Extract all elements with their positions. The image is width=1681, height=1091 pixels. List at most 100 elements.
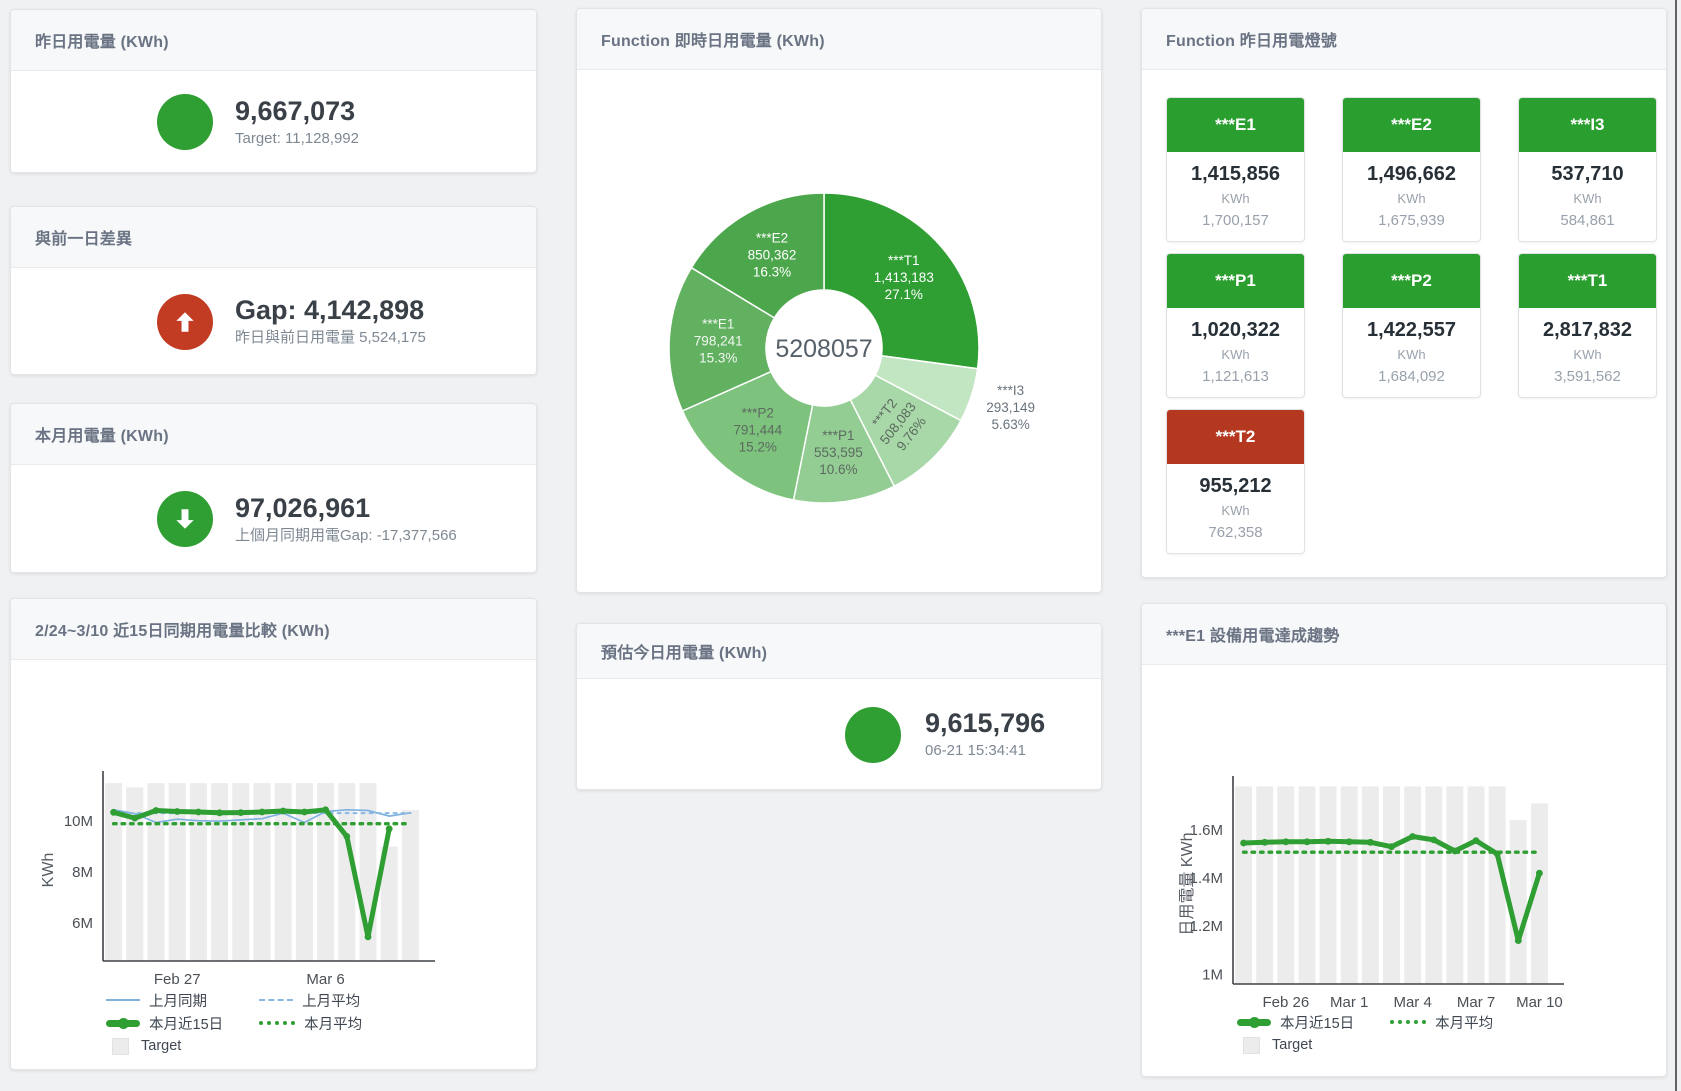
device-card[interactable]: ***T1 2,817,832 KWh 3,591,562 [1518, 253, 1657, 398]
device-card-value: 537,710 [1551, 163, 1624, 185]
realtime-usage-donut-chart: ***T1 1,413,183 27.1%***I3 293,149 5.63%***T… [668, 192, 1035, 504]
panel-donut-header[interactable]: Function 即時日用電量 (KWh) [577, 9, 1101, 70]
device-card-target: 584,861 [1560, 212, 1615, 229]
panel-trend-header[interactable]: ***E1 設備用電達成趨勢 [1142, 604, 1666, 665]
legend-label: 本月近15日 [1280, 1015, 1355, 1032]
device-card-header: ***I3 [1519, 98, 1656, 152]
device-card-target: 1,121,613 [1202, 368, 1269, 385]
device-card-header: ***E1 [1167, 98, 1304, 152]
device-card-unit: KWh [1221, 503, 1250, 518]
gap-subtext: 昨日與前日用電量 5,524,175 [235, 329, 426, 346]
panel-lights-header[interactable]: Function 昨日用電燈號 [1142, 9, 1666, 70]
device-card[interactable]: ***I3 537,710 KWh 584,861 [1518, 97, 1657, 242]
panel-compare-header[interactable]: 2/24~3/10 近15日同期用電量比較 (KWh) [11, 599, 536, 660]
legend-swatch-target-icon [1243, 1036, 1260, 1054]
device-card[interactable]: ***E2 1,496,662 KWh 1,675,939 [1342, 97, 1481, 242]
device-card-value: 1,415,856 [1191, 163, 1280, 185]
device-card-header: ***P2 [1343, 254, 1480, 308]
panel-15day-compare-chart: 2/24~3/10 近15日同期用電量比較 (KWh) 6M 8M 10M Feb 2… [10, 598, 537, 1070]
device-card-target: 1,675,939 [1378, 212, 1445, 229]
legend-item-green-dotted[interactable]: 本月平均 [1390, 1012, 1493, 1032]
donut-slice-E1[interactable] [668, 266, 776, 412]
e1-trend-line-chart: 1M 1.2M 1.4M 1.6M Feb 26 Mar 1 Mar 4 Mar 7 Mar 1… [1179, 776, 1564, 1011]
donut-slice-T1[interactable] [823, 192, 980, 370]
device-card-value: 955,212 [1199, 475, 1272, 497]
legend-item-target[interactable]: Target [106, 1036, 223, 1056]
device-card-value: 1,422,557 [1367, 319, 1456, 341]
legend-label: Target [141, 1038, 182, 1054]
panel-yesterday-header[interactable]: 昨日用電量 (KWh) [11, 10, 536, 71]
device-card-value: 1,496,662 [1367, 163, 1456, 185]
device-card-header: ***T1 [1519, 254, 1656, 308]
svg-text:日用電量 KWh: 日用電量 KWh [1179, 832, 1196, 935]
panel-title: ***E1 設備用電達成趨勢 [1166, 628, 1340, 645]
legend-item-blue-solid[interactable]: 上月同期 [106, 990, 223, 1010]
donut-slice-E2[interactable] [690, 192, 825, 319]
svg-text:8M: 8M [72, 864, 93, 881]
arrow-up-circle-icon [157, 293, 213, 350]
arrow-down-icon [176, 509, 194, 529]
status-ok-circle-icon [157, 94, 213, 150]
device-card[interactable]: ***P2 1,422,557 KWh 1,684,092 [1342, 253, 1481, 398]
legend-label: Target [1272, 1037, 1313, 1053]
svg-text:Mar 4: Mar 4 [1393, 994, 1431, 1011]
legend-swatch-blue-solid-icon [106, 999, 140, 1001]
legend-swatch-green-dotted-icon [259, 1021, 296, 1025]
legend-item-target[interactable]: Target [1237, 1035, 1354, 1055]
panel-estimate-header[interactable]: 預估今日用電量 (KWh) [577, 624, 1101, 679]
arrow-up-icon [176, 311, 194, 332]
device-card-unit: KWh [1573, 347, 1602, 362]
yesterday-usage-target: Target: 11,128,992 [235, 129, 359, 147]
device-card-header: ***P1 [1167, 254, 1304, 308]
trend-chart-legend: 本月近15日 本月平均 Target [1237, 1012, 1493, 1055]
panel-title: 預估今日用電量 (KWh) [601, 645, 768, 662]
yesterday-usage-value: 9,667,073 [235, 95, 356, 126]
legend-label: 本月平均 [304, 1016, 363, 1033]
legend-swatch-target-icon [112, 1037, 129, 1055]
svg-text:Mar 10: Mar 10 [1516, 994, 1563, 1011]
device-card-unit: KWh [1221, 191, 1250, 206]
panel-yesterday-usage: 昨日用電量 (KWh) 9,667,073 Target: 11,128,992 [10, 9, 537, 173]
panel-month-usage: 本月用電量 (KWh) 97,026,961 上個月同期用電Gap: -17,3… [10, 403, 537, 573]
legend-item-green-thick[interactable]: 本月近15日 [106, 1013, 223, 1033]
legend-item-green-dotted[interactable]: 本月平均 [259, 1013, 362, 1033]
panel-estimate-today: 預估今日用電量 (KWh) 9,615,796 06-21 15:34:41 [576, 623, 1102, 790]
device-card[interactable]: ***E1 1,415,856 KWh 1,700,157 [1166, 97, 1305, 242]
device-card-value: 1,020,322 [1191, 319, 1280, 341]
device-card-target: 1,684,092 [1378, 368, 1445, 385]
device-card[interactable]: ***T2 955,212 KWh 762,358 [1166, 409, 1305, 554]
svg-text:1.4M: 1.4M [1190, 870, 1223, 887]
legend-item-blue-dashed[interactable]: 上月平均 [259, 990, 362, 1010]
device-card-target: 762,358 [1208, 524, 1263, 541]
lights-card-grid: ***E1 1,415,856 KWh 1,700,157 ***E2 1,496,662… [1142, 70, 1666, 554]
device-card-header: ***T2 [1167, 410, 1304, 464]
donut-slice-P2[interactable] [681, 370, 814, 501]
panel-gap-header[interactable]: 與前一日差異 [11, 207, 536, 268]
svg-text:10M: 10M [64, 813, 93, 830]
svg-text:1M: 1M [1202, 966, 1223, 983]
svg-text:Feb 26: Feb 26 [1262, 994, 1309, 1011]
month-usage-gap: 上個月同期用電Gap: -17,377,566 [235, 526, 457, 544]
panel-realtime-donut: Function 即時日用電量 (KWh) ***T1 1,413,183 27.1… [576, 8, 1102, 593]
scrollbar[interactable] [1675, 0, 1677, 1091]
device-card-unit: KWh [1221, 347, 1250, 362]
legend-swatch-green-thick-icon [106, 1017, 140, 1029]
legend-item-green-thick[interactable]: 本月近15日 [1237, 1012, 1354, 1032]
legend-label: 上月同期 [149, 993, 207, 1010]
device-card-target: 1,700,157 [1202, 212, 1269, 229]
svg-text:Mar 1: Mar 1 [1330, 994, 1368, 1011]
panel-month-header[interactable]: 本月用電量 (KWh) [11, 404, 536, 465]
panel-title: Function 昨日用電燈號 [1166, 33, 1337, 50]
legend-label: 本月平均 [1435, 1015, 1494, 1032]
panel-title: Function 即時日用電量 (KWh) [601, 33, 825, 50]
panel-title: 本月用電量 (KWh) [35, 428, 169, 445]
svg-text:6M: 6M [72, 915, 93, 932]
svg-text:1.2M: 1.2M [1190, 918, 1223, 935]
legend-swatch-green-dotted-icon [1390, 1020, 1427, 1024]
device-card[interactable]: ***P1 1,020,322 KWh 1,121,613 [1166, 253, 1305, 398]
